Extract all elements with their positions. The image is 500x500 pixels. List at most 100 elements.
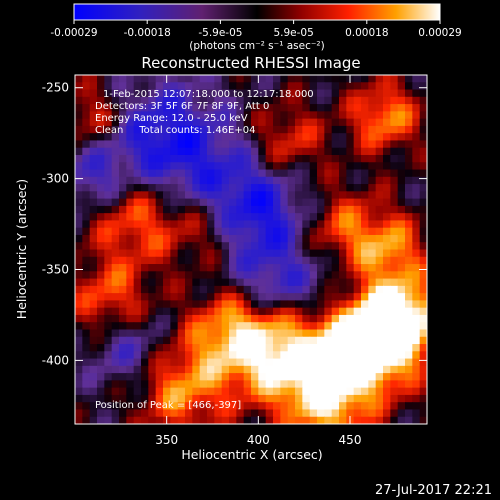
heatmap-cell	[302, 249, 311, 258]
heatmap-cell	[353, 358, 362, 367]
heatmap-cell	[331, 96, 340, 105]
heatmap-cell	[353, 373, 362, 381]
heatmap-cell	[412, 242, 421, 251]
colorbar-tick-label: 0.00018	[345, 27, 388, 39]
heatmap-cell	[221, 358, 230, 367]
heatmap-cell	[390, 133, 399, 142]
heatmap-cell	[280, 220, 289, 229]
heatmap-cell	[199, 387, 208, 396]
heatmap-cell	[405, 198, 413, 207]
heatmap-cell	[317, 162, 325, 171]
heatmap-cell	[251, 373, 259, 381]
heatmap-cell	[412, 322, 421, 331]
heatmap-cell	[163, 140, 171, 149]
heatmap-cell	[258, 358, 267, 367]
heatmap-cell	[265, 365, 274, 374]
heatmap-cell	[207, 358, 215, 367]
heatmap-cell	[280, 191, 289, 200]
heatmap-cell	[265, 402, 274, 411]
heatmap-cell	[287, 271, 296, 280]
heatmap-cell	[119, 147, 127, 156]
heatmap-cell	[390, 111, 399, 120]
heatmap-cell	[163, 271, 171, 280]
heatmap-cell	[287, 387, 296, 396]
heatmap-cell	[75, 75, 83, 83]
heatmap-cell	[221, 373, 230, 381]
heatmap-cell	[280, 373, 289, 381]
heatmap-cell	[339, 300, 347, 309]
heatmap-cell	[192, 198, 201, 207]
heatmap-cell	[229, 344, 237, 352]
heatmap-cell	[126, 96, 135, 105]
heatmap-cell	[185, 307, 193, 316]
heatmap-cell	[368, 300, 377, 309]
heatmap-cell	[280, 162, 289, 171]
heatmap-cell	[339, 104, 347, 112]
heatmap-cell	[390, 227, 399, 236]
heatmap-cell	[243, 307, 252, 316]
heatmap-cell	[148, 365, 157, 374]
heatmap-cell	[273, 227, 281, 236]
heatmap-cell	[361, 75, 369, 83]
heatmap-cell	[331, 147, 340, 156]
heatmap-cell	[185, 89, 193, 98]
heatmap-cell	[111, 264, 120, 272]
heatmap-cell	[75, 89, 83, 98]
heatmap-cell	[331, 416, 340, 424]
heatmap-cell	[148, 184, 157, 192]
heatmap-cell	[141, 307, 149, 316]
heatmap-cell	[331, 205, 340, 214]
heatmap-cell	[258, 249, 267, 258]
heatmap-cell	[309, 365, 318, 374]
heatmap-cell	[412, 133, 421, 142]
heatmap-cell	[265, 351, 274, 360]
heatmap-cell	[375, 416, 384, 424]
heatmap-cell	[177, 104, 186, 112]
heatmap-cell	[229, 234, 237, 243]
heatmap-cell	[280, 293, 289, 301]
heatmap-cell	[324, 234, 333, 243]
heatmap-cell	[375, 154, 384, 163]
heatmap-cell	[75, 314, 83, 323]
heatmap-cell	[339, 133, 347, 142]
heatmap-cell	[82, 249, 91, 258]
heatmap-cell	[273, 184, 281, 192]
heatmap-cell	[236, 133, 245, 142]
heatmap-cell	[185, 234, 193, 243]
heatmap-cell	[309, 358, 318, 367]
heatmap-cell	[104, 336, 113, 345]
heatmap-cell	[309, 416, 318, 424]
heatmap-cell	[375, 264, 384, 272]
heatmap-cell	[346, 380, 355, 389]
heatmap-cell	[199, 307, 208, 316]
heatmap-cell	[383, 242, 391, 251]
heatmap-cell	[390, 394, 399, 403]
heatmap-cell	[324, 198, 333, 207]
heatmap-cell	[236, 191, 245, 200]
heatmap-cell	[155, 75, 164, 83]
heatmap-cell	[119, 416, 127, 424]
heatmap-cell	[236, 387, 245, 396]
heatmap-cell	[243, 234, 252, 243]
heatmap-cell	[126, 89, 135, 98]
heatmap-cell	[302, 344, 311, 352]
heatmap-cell	[82, 344, 91, 352]
annotation-clean-counts: Clean Total counts: 1.46E+04	[95, 125, 255, 136]
heatmap-cell	[177, 256, 186, 265]
heatmap-cell	[75, 373, 83, 381]
heatmap-cell	[309, 111, 318, 120]
heatmap-cell	[309, 227, 318, 236]
heatmap-cell	[199, 278, 208, 287]
heatmap-cell	[119, 242, 127, 251]
heatmap-cell	[89, 314, 98, 323]
heatmap-cell	[97, 387, 105, 396]
heatmap-cell	[375, 75, 384, 83]
heatmap-cell	[243, 249, 252, 258]
heatmap-cell	[229, 191, 237, 200]
heatmap-cell	[97, 220, 105, 229]
heatmap-cell	[119, 351, 127, 360]
heatmap-cell	[177, 184, 186, 192]
heatmap-cell	[133, 176, 142, 185]
heatmap-cell	[163, 402, 171, 411]
heatmap-cell	[104, 125, 113, 134]
